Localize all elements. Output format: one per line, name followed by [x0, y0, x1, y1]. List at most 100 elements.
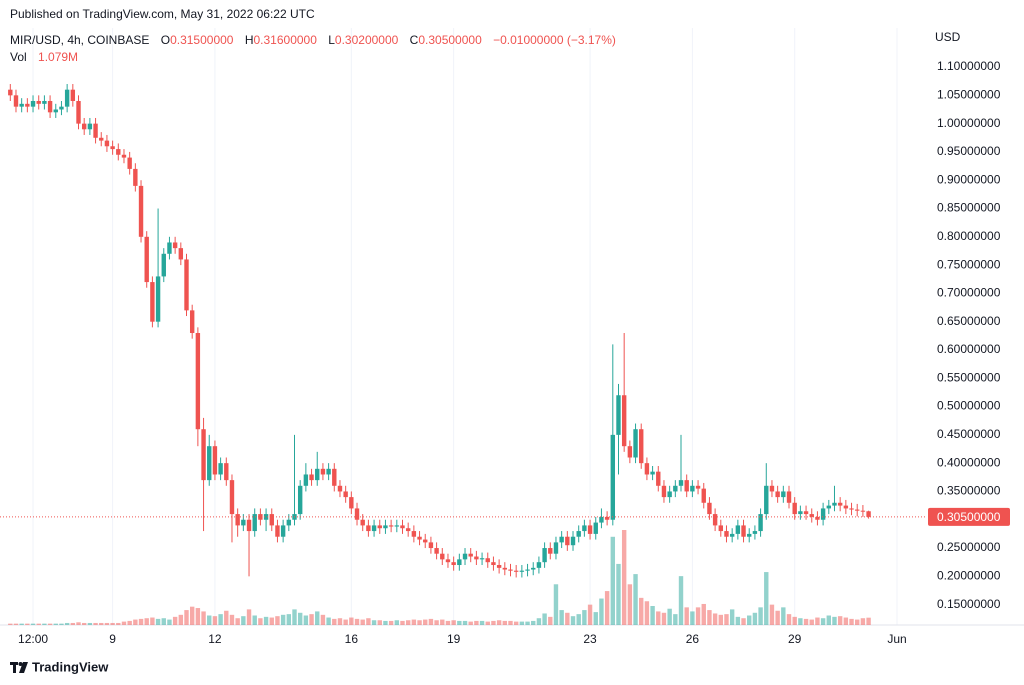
y-tick-label: 0.85000000: [937, 201, 1001, 215]
candle-body: [303, 474, 309, 486]
volume-bar: [826, 615, 831, 625]
y-tick-label: 0.25000000: [937, 540, 1001, 554]
volume-bar: [559, 610, 564, 625]
volume-bar: [678, 576, 684, 625]
volume-bar: [70, 622, 76, 625]
candle-body: [343, 491, 348, 498]
candle-body: [661, 485, 667, 498]
candle-body: [837, 502, 843, 506]
volume-bar: [127, 620, 132, 625]
volume-bar: [343, 619, 348, 625]
candle-body: [297, 485, 303, 515]
candle-body: [462, 553, 468, 560]
candle-body: [269, 514, 274, 526]
ohlc-value: 0.31600000: [253, 33, 317, 47]
volume-bar: [224, 610, 229, 625]
volume-bar: [292, 609, 297, 625]
volume-bar: [599, 598, 604, 625]
candle-body: [144, 236, 149, 283]
candle-body: [684, 480, 689, 492]
candle-body: [701, 488, 706, 503]
volume-bar: [189, 606, 195, 625]
candle-body: [815, 516, 820, 520]
candle-body: [224, 463, 229, 481]
published-note: Published on TradingView.com, May 31, 20…: [10, 7, 315, 21]
volume-bar: [815, 617, 820, 625]
volume-bar: [286, 614, 292, 625]
candle-body: [133, 168, 138, 186]
candle-body: [798, 511, 803, 515]
candle-body: [70, 89, 76, 101]
candle-body: [218, 463, 223, 475]
volume-bar: [434, 620, 439, 625]
volume-bar: [303, 615, 309, 625]
volume-bar: [81, 622, 87, 625]
candle-body: [712, 514, 718, 526]
volume-bar: [30, 623, 36, 625]
candle-body: [479, 558, 485, 560]
volume-bar: [445, 620, 451, 625]
candle-body: [388, 525, 394, 527]
volume-bar: [729, 609, 735, 625]
candle-body: [93, 123, 98, 138]
volume-bar: [110, 622, 115, 625]
candle-body: [229, 480, 235, 515]
volume-bar: [360, 619, 365, 625]
volume-bar: [491, 620, 496, 625]
volume-bar: [87, 622, 93, 625]
volume-bar: [837, 616, 843, 625]
candle-body: [280, 525, 286, 537]
candle-body: [195, 333, 201, 430]
volume-bar: [246, 609, 252, 625]
tradingview-logo: [10, 662, 28, 673]
candle-body: [428, 542, 434, 549]
volume-bar: [673, 614, 678, 625]
candle-body: [178, 248, 184, 260]
volume-bar: [820, 618, 826, 625]
x-tick-label: 29: [788, 632, 802, 646]
brand: TradingView: [32, 659, 109, 674]
ohlc-letter: H: [244, 33, 254, 47]
volume-bar: [167, 619, 172, 625]
volume-bar: [809, 619, 814, 625]
volume-bar: [752, 612, 758, 625]
candle-body: [155, 276, 161, 322]
volume-bar: [519, 621, 525, 625]
candle-body: [76, 100, 81, 124]
y-tick-label: 0.95000000: [937, 144, 1001, 158]
candle-body: [207, 446, 212, 481]
candle-body: [99, 137, 104, 141]
volume-bar: [451, 620, 456, 625]
volume-bar: [639, 597, 644, 625]
volume-bar: [405, 620, 411, 625]
candle-body: [189, 310, 195, 334]
candle-body: [309, 474, 314, 481]
logo-part: [18, 662, 23, 666]
volume-label: Vol: [10, 50, 27, 64]
candle-body: [599, 516, 604, 523]
candle-body: [781, 491, 786, 498]
volume-bar: [258, 618, 263, 625]
volume-bar: [832, 616, 837, 625]
candle-body: [172, 242, 178, 249]
volume-bar: [724, 614, 729, 625]
y-tick-label: 0.15000000: [937, 597, 1001, 611]
candle-body: [627, 446, 633, 458]
candle-body: [570, 536, 576, 546]
volume-bar: [161, 618, 166, 625]
candle-body: [820, 508, 826, 520]
candle-body: [559, 536, 564, 543]
candle-body: [104, 140, 110, 147]
volume-bar: [786, 614, 792, 625]
candle-body: [440, 553, 445, 560]
candle-body: [650, 471, 655, 475]
volume-bar: [19, 623, 24, 625]
volume-bar: [53, 623, 58, 625]
volume-bar: [42, 623, 47, 625]
candle-body: [366, 525, 371, 532]
volume-bar: [866, 617, 871, 625]
candle-body: [25, 103, 30, 107]
candle-body: [502, 567, 508, 570]
candle-body: [673, 485, 678, 492]
last-price-box: [928, 507, 1010, 526]
